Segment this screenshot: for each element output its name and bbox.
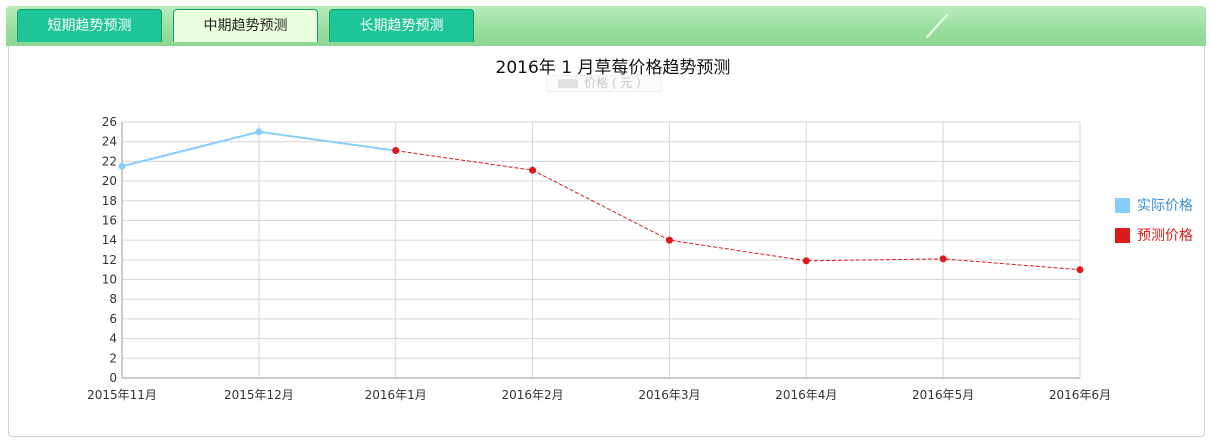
legend-label-forecast: 预测价格: [1137, 228, 1193, 244]
forecast-price-point: [529, 166, 537, 174]
x-tick-label: 2016年6月: [1049, 388, 1111, 402]
chart-title: 2016年 1 月草莓价格趋势预测: [495, 58, 731, 78]
legend-swatch-actual: [1115, 198, 1130, 213]
series-swatch: [558, 79, 578, 88]
y-tick-label: 10: [102, 273, 117, 287]
forecast-price-line: [395, 150, 1081, 271]
chart-grid: [121, 121, 1081, 379]
forecast-price-point: [939, 255, 947, 263]
y-tick-label: 2: [109, 351, 117, 365]
x-tick-label: 2016年5月: [912, 388, 974, 402]
x-tick-label: 2016年2月: [501, 388, 563, 402]
legend-swatch-forecast: [1115, 228, 1130, 243]
tab-long-term[interactable]: 长期趋势预测: [329, 9, 474, 42]
x-tick-label: 2015年11月: [87, 388, 157, 402]
y-tick-label: 16: [102, 213, 117, 227]
x-tick-label: 2016年4月: [775, 388, 837, 402]
series-toggle[interactable]: 价格 ( 元 ): [546, 75, 662, 92]
series-points: [118, 128, 1084, 274]
forecast-price-point: [665, 236, 673, 244]
y-tick-label: 26: [102, 115, 117, 129]
series-toggle-label: 价格 ( 元 ): [584, 76, 641, 90]
y-tick-label: 18: [102, 194, 117, 208]
forecast-price-point: [392, 147, 400, 155]
y-tick-label: 14: [102, 233, 117, 247]
y-tick-label: 12: [102, 253, 117, 267]
chart-panel: [8, 46, 1205, 437]
y-tick-label: 4: [109, 332, 117, 346]
y-tick-label: 6: [109, 312, 117, 326]
y-tick-label: 24: [102, 135, 117, 149]
tab-mid-term[interactable]: 中期趋势预测: [173, 9, 318, 42]
y-tick-label: 20: [102, 174, 117, 188]
actual-price-point: [118, 162, 126, 170]
y-tick-label: 8: [109, 292, 117, 306]
x-tick-label: 2016年1月: [365, 388, 427, 402]
y-tick-label: 0: [109, 371, 117, 385]
legend-label-actual: 实际价格: [1137, 198, 1193, 214]
x-tick-label: 2016年3月: [638, 388, 700, 402]
tab-short-term[interactable]: 短期趋势预测: [17, 9, 162, 42]
x-tick-label: 2015年12月: [224, 388, 294, 402]
y-tick-label: 22: [102, 154, 117, 168]
forecast-price-point: [1076, 266, 1084, 274]
actual-price-point: [255, 128, 263, 136]
forecast-price-point: [802, 257, 810, 265]
